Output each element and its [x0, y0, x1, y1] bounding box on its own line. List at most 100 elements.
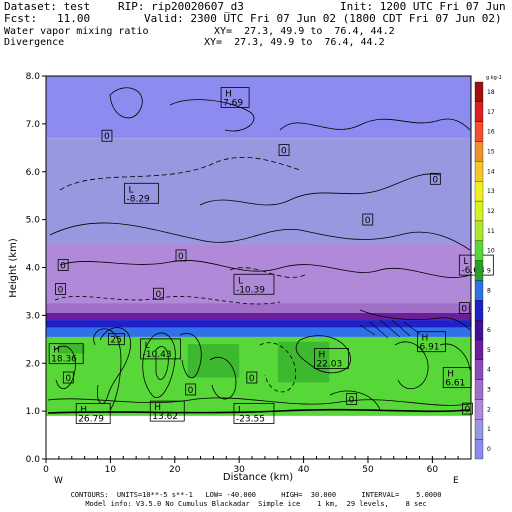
colorbar-tick-label: 16	[487, 129, 495, 136]
extremum-box	[442, 367, 472, 389]
west-label: W	[54, 476, 63, 486]
field2-xy-label: XY= 27.3, 49.9 to 76.4, 44.2	[204, 37, 385, 48]
rip-label: RIP: rip20020607_d3	[118, 0, 244, 13]
contour-line	[439, 343, 471, 371]
colorbar-swatch	[474, 439, 484, 460]
y-tick-label: 7.0	[26, 120, 41, 130]
contour-label: 0	[153, 287, 164, 300]
extremum-box	[149, 400, 185, 422]
y-tick-label: 8.0	[26, 72, 41, 82]
contour-label-text: 0	[465, 405, 471, 415]
colorbar-swatch	[474, 141, 484, 162]
moisture-layer	[46, 76, 471, 139]
x-tick-label: 10	[105, 465, 117, 475]
colorbar-unit: g kg-1	[486, 75, 502, 81]
extremum-label: L-8.29	[124, 182, 159, 204]
contour-line	[179, 333, 202, 378]
colorbar-swatch	[474, 220, 484, 241]
contour-line	[109, 87, 143, 119]
colorbar-tick-label: 7	[487, 307, 491, 314]
colorbar-tick-label: 1	[487, 426, 491, 433]
contour-line	[394, 341, 429, 390]
contour-label-text: 0	[365, 216, 371, 226]
contour-line	[359, 309, 471, 331]
contour-label: 0	[101, 129, 113, 142]
valid-label: Valid: 2300 UTC Fri 07 Jun 02 (1800 CDT …	[144, 12, 502, 25]
extremum-label: H18.36	[48, 343, 84, 365]
extremum-type: H	[225, 90, 232, 100]
colorbar-tick-label: 12	[487, 208, 495, 215]
y-axis-title: Height (km)	[8, 238, 19, 298]
colorbar-tick-label: 0	[487, 446, 491, 453]
extremum-type: L	[463, 257, 468, 267]
contour-line	[295, 335, 351, 374]
colorbar-tick-label: 18	[487, 89, 495, 96]
extremum-label: H6.61	[442, 367, 472, 389]
extremum-box	[140, 338, 181, 360]
moisture-pocket	[187, 344, 240, 378]
fcst-label: Fcst: 11.00	[4, 12, 91, 25]
extremum-type: H	[154, 403, 161, 413]
contour-label-box	[101, 129, 113, 142]
y-tick-label: 4.0	[26, 264, 41, 274]
extremum-value: 7.69	[223, 99, 243, 109]
extremum-value: 6.61	[445, 379, 465, 389]
extremum-type: L	[238, 276, 243, 286]
extremum-box	[220, 87, 250, 108]
extremum-value: 26.79	[78, 415, 104, 425]
field1-label: Water vapor mixing ratio	[4, 26, 149, 37]
contour-label: 0	[278, 144, 290, 157]
contour-label-box	[153, 287, 164, 300]
contour-label-box	[107, 333, 125, 346]
colorbar-swatch	[474, 260, 484, 281]
extremum-type: H	[318, 350, 325, 360]
colorbar-swatch	[474, 101, 484, 122]
contour-line	[359, 319, 421, 339]
contour-label: 0	[362, 213, 374, 226]
extremum-value: -23.55	[236, 415, 265, 425]
contour-line	[59, 157, 301, 191]
contour-label-text: 25	[110, 336, 121, 346]
contour-label: 0	[62, 371, 74, 384]
colorbar-swatch	[474, 359, 484, 380]
x-tick-label: 0	[43, 465, 49, 475]
extremum-value: -6.63	[461, 266, 484, 276]
moisture-pocket	[58, 344, 85, 354]
contour-label-text: 0	[60, 262, 66, 272]
contour-label: 0	[429, 172, 441, 185]
contour-label: 0	[57, 259, 69, 272]
contour-label-box	[458, 302, 470, 314]
contour-label-box	[278, 144, 290, 157]
contour-line	[47, 408, 471, 414]
contour-label-box	[246, 371, 258, 384]
colorbar-swatch	[474, 419, 484, 440]
colorbar-swatch	[474, 200, 484, 222]
moisture-layer	[46, 138, 471, 244]
colorbar-swatch	[474, 339, 484, 360]
colorbar-swatch	[474, 399, 484, 420]
extremum-label: H6.91	[417, 331, 446, 353]
colorbar-tick-label: 17	[487, 109, 495, 116]
y-tick-label: 0.0	[26, 455, 41, 465]
contour-line	[169, 99, 255, 132]
axes: 0 10 20 30 40 50 60 0.0 1.0 2.0 3.0 4.0 5.0 6.0 7.0 8.0	[26, 72, 472, 475]
contour-line	[155, 346, 169, 380]
x-tick-label: 50	[362, 465, 374, 475]
extremum-box	[75, 403, 111, 424]
contour-label: 0	[246, 371, 258, 384]
colorbar-tick-label: 15	[487, 148, 495, 155]
contour-label-box	[185, 383, 197, 396]
field2-label: Divergence	[4, 37, 65, 48]
extremum-box	[124, 182, 159, 204]
contour-label: 0	[55, 283, 66, 295]
contour-label-text: 0	[104, 132, 110, 142]
y-tick-label: 5.0	[26, 216, 41, 226]
colorbar-swatch	[474, 121, 484, 142]
extremum-type: H	[53, 346, 60, 356]
contour-label: 25	[107, 333, 125, 346]
extremum-box	[233, 273, 275, 295]
extremum-label: L-10.39	[233, 273, 275, 295]
